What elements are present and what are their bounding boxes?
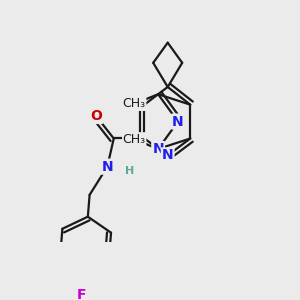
Text: N: N xyxy=(162,148,173,162)
Text: O: O xyxy=(90,109,102,123)
Text: N: N xyxy=(152,142,164,156)
Text: CH₃: CH₃ xyxy=(123,98,146,110)
Text: H: H xyxy=(125,166,134,176)
Text: N: N xyxy=(172,115,184,129)
Text: CH₃: CH₃ xyxy=(123,133,146,146)
Text: F: F xyxy=(77,288,86,300)
Text: N: N xyxy=(101,160,113,174)
